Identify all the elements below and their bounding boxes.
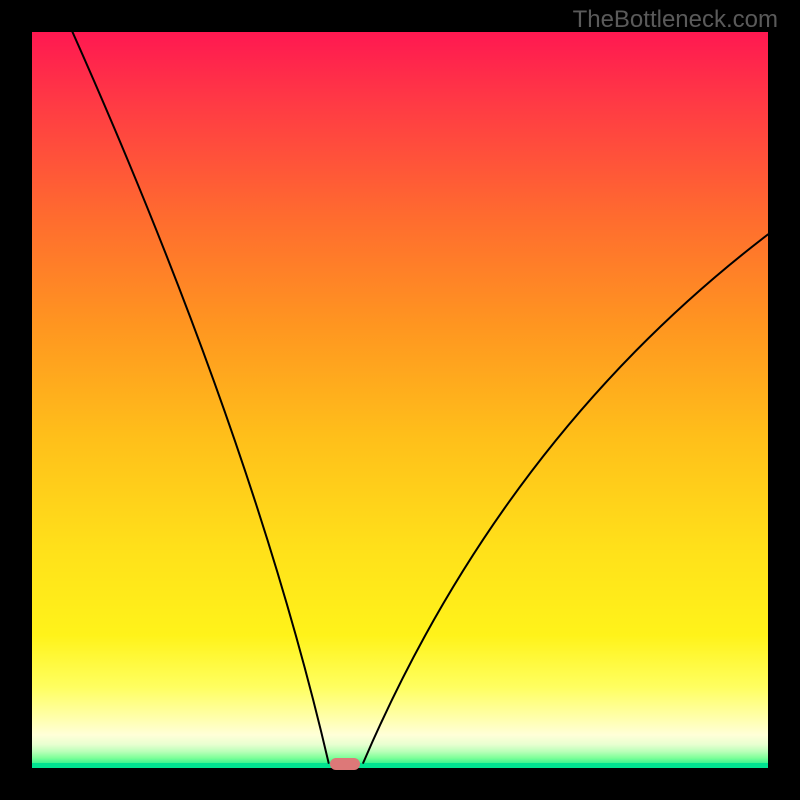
curve-overlay: [32, 32, 768, 768]
x-axis-marker: [330, 758, 360, 770]
watermark-text: TheBottleneck.com: [573, 6, 778, 34]
plot-area: [32, 32, 768, 768]
chart-container: TheBottleneck.com: [0, 0, 800, 800]
